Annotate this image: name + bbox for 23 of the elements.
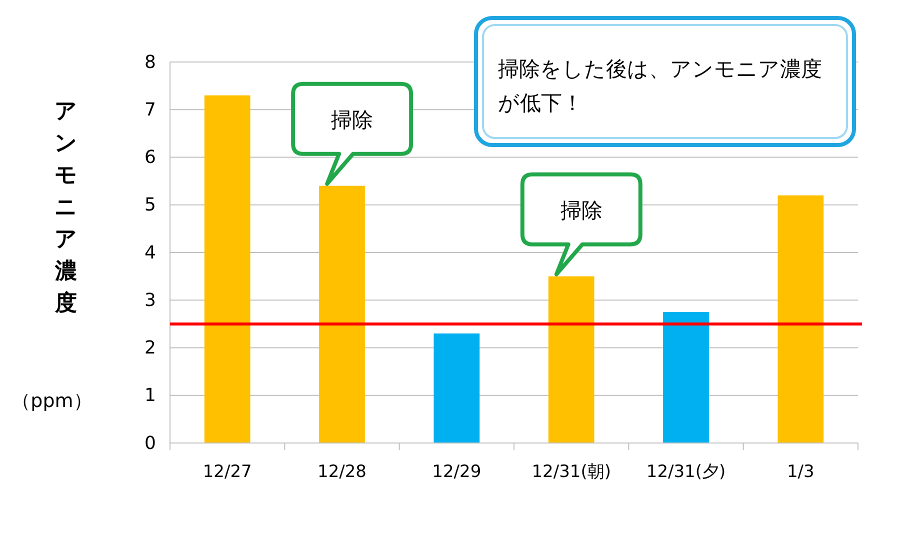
y-tick-label: 4: [144, 242, 156, 264]
annotation: 掃除: [331, 108, 374, 132]
bar: [204, 95, 250, 443]
y-tick-label: 3: [144, 290, 156, 311]
x-tick-label: 12/27: [202, 462, 252, 482]
x-tick-label: 12/29: [432, 462, 482, 482]
y-tick-label: 8: [144, 52, 156, 73]
annotation: 掃除をした後は、アンモニア濃度が低下！: [498, 57, 822, 115]
x-tick-label: 12/31(夕): [646, 462, 726, 482]
y-tick-label: 2: [144, 338, 156, 359]
x-tick-label: 1/3: [786, 462, 814, 482]
y-tick-label: 5: [144, 194, 156, 216]
text: アンモニア濃度（ppm）: [12, 99, 92, 412]
y-tick-label: 6: [144, 147, 156, 168]
x-tick-label: 12/28: [318, 462, 366, 482]
y-tick-label: 0: [144, 432, 156, 454]
bar: [663, 312, 709, 443]
bar: [434, 333, 480, 443]
bar: [778, 195, 824, 443]
annotation: 掃除: [560, 198, 602, 222]
y-tick-label: 1: [144, 385, 156, 406]
y-tick-label: 7: [144, 99, 156, 120]
x-tick-label: 12/31(朝): [532, 462, 611, 482]
